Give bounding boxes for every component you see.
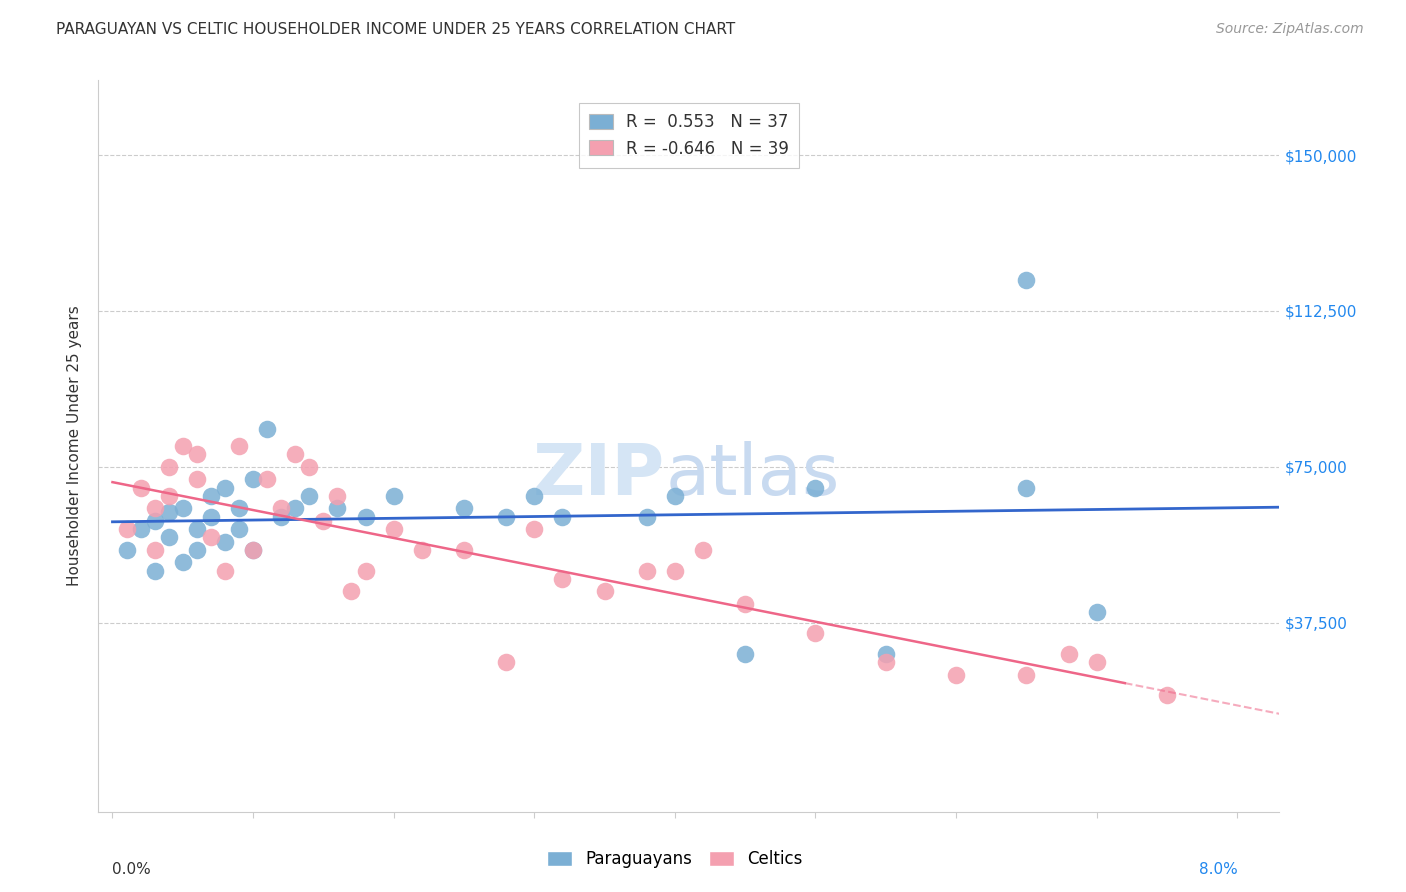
Point — [326, 489, 349, 503]
Text: 0.0%: 0.0% — [112, 862, 152, 877]
Point — [523, 489, 546, 503]
Text: atlas: atlas — [665, 441, 839, 509]
Point — [664, 489, 686, 503]
Point — [284, 447, 307, 461]
Point — [495, 655, 517, 669]
Point — [157, 489, 180, 503]
Point — [186, 472, 208, 486]
Point — [551, 509, 574, 524]
Point — [1085, 655, 1108, 669]
Point — [172, 439, 194, 453]
Point — [411, 542, 433, 557]
Point — [1015, 273, 1038, 287]
Point — [115, 542, 138, 557]
Point — [1085, 605, 1108, 619]
Point — [143, 514, 166, 528]
Point — [242, 542, 264, 557]
Point — [172, 555, 194, 569]
Point — [636, 564, 658, 578]
Point — [382, 522, 405, 536]
Point — [312, 514, 335, 528]
Point — [157, 459, 180, 474]
Point — [115, 522, 138, 536]
Point — [186, 542, 208, 557]
Point — [523, 522, 546, 536]
Point — [200, 489, 222, 503]
Point — [143, 564, 166, 578]
Point — [593, 584, 616, 599]
Point — [636, 509, 658, 524]
Point — [495, 509, 517, 524]
Point — [804, 626, 827, 640]
Point — [214, 481, 236, 495]
Point — [256, 472, 278, 486]
Point — [664, 564, 686, 578]
Point — [228, 501, 250, 516]
Point — [214, 534, 236, 549]
Point — [242, 542, 264, 557]
Text: 8.0%: 8.0% — [1198, 862, 1237, 877]
Point — [453, 501, 475, 516]
Point — [804, 481, 827, 495]
Point — [340, 584, 363, 599]
Point — [214, 564, 236, 578]
Point — [298, 459, 321, 474]
Point — [734, 647, 756, 661]
Point — [453, 542, 475, 557]
Point — [157, 506, 180, 520]
Point — [157, 530, 180, 544]
Point — [354, 564, 377, 578]
Point — [298, 489, 321, 503]
Point — [143, 501, 166, 516]
Point — [129, 481, 152, 495]
Point — [875, 647, 897, 661]
Point — [143, 542, 166, 557]
Point — [200, 530, 222, 544]
Point — [551, 572, 574, 586]
Point — [354, 509, 377, 524]
Legend: R =  0.553   N = 37, R = -0.646   N = 39: R = 0.553 N = 37, R = -0.646 N = 39 — [579, 103, 799, 168]
Point — [382, 489, 405, 503]
Point — [734, 597, 756, 611]
Point — [172, 501, 194, 516]
Point — [945, 667, 967, 681]
Text: PARAGUAYAN VS CELTIC HOUSEHOLDER INCOME UNDER 25 YEARS CORRELATION CHART: PARAGUAYAN VS CELTIC HOUSEHOLDER INCOME … — [56, 22, 735, 37]
Point — [1156, 689, 1178, 703]
Legend: Paraguayans, Celtics: Paraguayans, Celtics — [540, 844, 810, 875]
Text: Source: ZipAtlas.com: Source: ZipAtlas.com — [1216, 22, 1364, 37]
Point — [200, 509, 222, 524]
Point — [284, 501, 307, 516]
Y-axis label: Householder Income Under 25 years: Householder Income Under 25 years — [67, 306, 83, 586]
Point — [256, 422, 278, 436]
Point — [1015, 667, 1038, 681]
Point — [228, 522, 250, 536]
Point — [1057, 647, 1080, 661]
Point — [228, 439, 250, 453]
Point — [875, 655, 897, 669]
Point — [186, 447, 208, 461]
Point — [186, 522, 208, 536]
Point — [692, 542, 714, 557]
Point — [270, 501, 292, 516]
Point — [129, 522, 152, 536]
Point — [326, 501, 349, 516]
Point — [1015, 481, 1038, 495]
Point — [242, 472, 264, 486]
Point — [270, 509, 292, 524]
Text: ZIP: ZIP — [533, 441, 665, 509]
